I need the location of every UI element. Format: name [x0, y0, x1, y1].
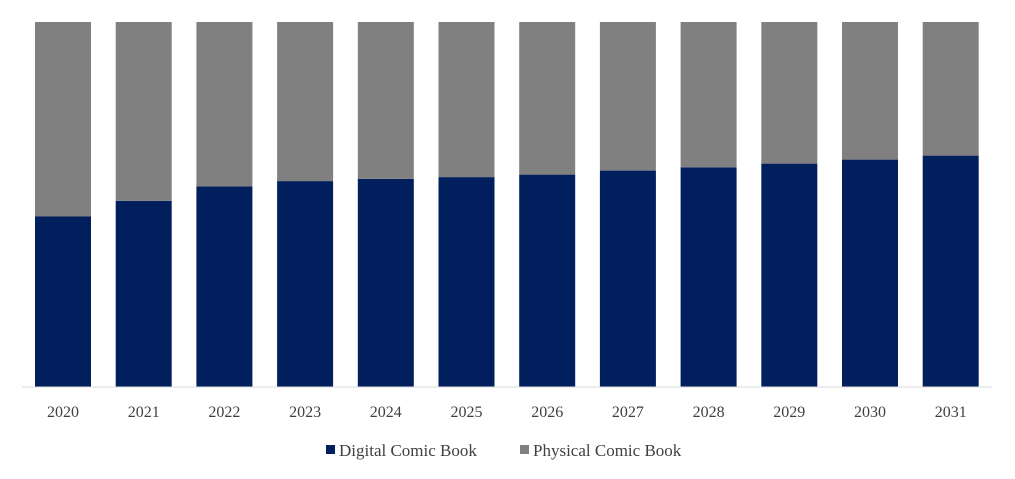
x-tick-label: 2023: [289, 404, 321, 421]
bar-digital-2024: [357, 178, 414, 387]
bar-digital-2029: [761, 163, 818, 387]
legend: Digital Comic Book Physical Comic Book: [326, 441, 682, 460]
bar-physical-2023: [277, 22, 334, 182]
x-tick-labels: 2020 2021 2022 2023 2024 2025 2026 2027 2028 2029…: [47, 404, 967, 421]
bar-digital-2031: [922, 155, 979, 387]
x-tick-label: 2026: [531, 404, 563, 421]
x-tick-label: 2028: [693, 404, 725, 421]
bar-physical-2027: [599, 22, 656, 171]
bars-group: [35, 22, 979, 388]
bar-physical-2021: [115, 22, 172, 201]
x-tick-label: 2029: [773, 404, 805, 421]
bar-physical-2026: [519, 22, 576, 175]
bar-digital-2023: [277, 181, 334, 387]
bar-physical-2020: [35, 22, 91, 217]
bar-physical-2025: [438, 22, 495, 178]
x-tick-label: 2027: [612, 404, 644, 421]
x-tick-label: 2024: [370, 404, 402, 421]
bar-physical-2024: [357, 22, 414, 179]
bar-digital-2028: [680, 167, 737, 387]
bar-digital-2030: [842, 159, 898, 387]
legend-swatch: [520, 445, 529, 454]
legend-item-digital: Digital Comic Book: [326, 441, 477, 460]
bar-digital-2025: [438, 177, 495, 387]
legend-swatch: [326, 445, 335, 454]
bar-digital-2026: [519, 174, 576, 387]
x-tick-label: 2025: [451, 404, 483, 421]
legend-label: Physical Comic Book: [533, 441, 682, 460]
x-tick-label: 2021: [128, 404, 160, 421]
bar-physical-2022: [196, 22, 253, 187]
bar-digital-2022: [196, 186, 253, 388]
bar-digital-2020: [35, 216, 91, 387]
bar-physical-2031: [922, 22, 979, 156]
bar-physical-2028: [680, 22, 737, 168]
x-tick-label: 2030: [854, 404, 886, 421]
x-tick-label: 2022: [208, 404, 240, 421]
bar-physical-2030: [842, 22, 898, 160]
bar-digital-2027: [599, 170, 656, 387]
bar-physical-2029: [761, 22, 818, 164]
bar-digital-2021: [115, 200, 172, 387]
x-tick-label: 2031: [935, 404, 967, 421]
legend-label: Digital Comic Book: [339, 441, 477, 460]
x-tick-label: 2020: [47, 404, 79, 421]
legend-item-physical: Physical Comic Book: [520, 441, 682, 460]
